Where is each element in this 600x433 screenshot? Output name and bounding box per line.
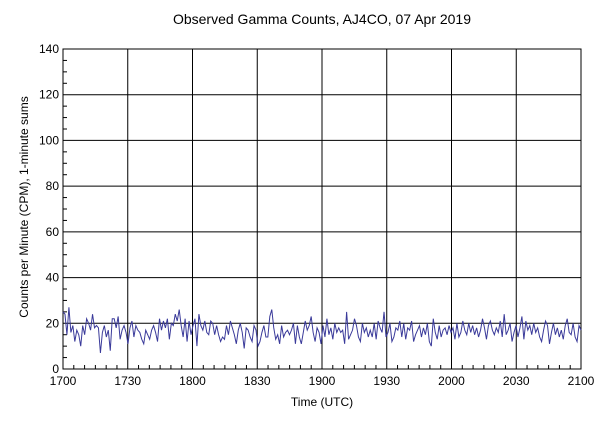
series-line xyxy=(62,307,582,354)
x-tick-label: 1900 xyxy=(309,374,336,388)
y-tick-label: 100 xyxy=(39,133,59,147)
x-tick-label: 2100 xyxy=(568,374,595,388)
x-tick-label: 1930 xyxy=(373,374,400,388)
y-tick-label: 0 xyxy=(52,362,59,376)
x-axis-label: Time (UTC) xyxy=(291,395,353,409)
x-tick-label: 1800 xyxy=(179,374,206,388)
x-tick-label: 1830 xyxy=(244,374,271,388)
grid xyxy=(63,49,581,369)
x-tick-label: 1700 xyxy=(50,374,77,388)
y-tick-label: 40 xyxy=(46,271,60,285)
x-tick-label: 2000 xyxy=(438,374,465,388)
y-tick-label: 20 xyxy=(46,316,60,330)
x-axis: 1700 1730 1800 1830 1900 1930 2000 2030 2100 xyxy=(50,365,595,388)
y-tick-label: 80 xyxy=(46,179,60,193)
y-axis: 0 20 40 60 80 100 120 140 xyxy=(39,42,67,376)
x-tick-label: 1730 xyxy=(114,374,141,388)
y-tick-label: 120 xyxy=(39,88,59,102)
y-tick-label: 60 xyxy=(46,225,60,239)
chart-title: Observed Gamma Counts, AJ4CO, 07 Apr 201… xyxy=(173,11,471,27)
x-tick-label: 2030 xyxy=(503,374,530,388)
y-tick-label: 140 xyxy=(39,42,59,56)
y-axis-label: Counts per Minute (CPM), 1-minute sums xyxy=(17,96,31,317)
